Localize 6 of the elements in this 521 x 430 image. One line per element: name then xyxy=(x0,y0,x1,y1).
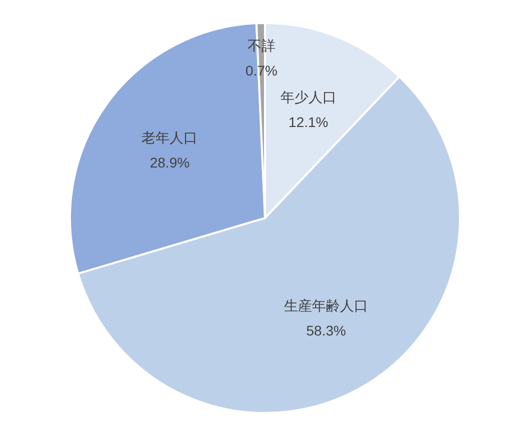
data-label: 12.1% xyxy=(288,114,328,130)
slice-label: 年少人口 xyxy=(280,88,336,105)
slice-label: 生産年齢人口 xyxy=(284,297,368,314)
slice-label: 老年人口 xyxy=(142,130,198,146)
data-label: 28.9% xyxy=(150,154,190,171)
data-label: 58.3% xyxy=(306,322,346,338)
